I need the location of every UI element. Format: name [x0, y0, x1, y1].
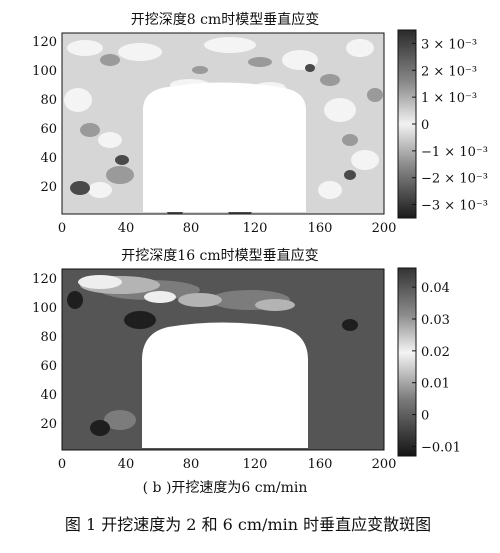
panel2-ytick: 60	[40, 359, 57, 374]
panel1-xtick: 40	[118, 221, 135, 236]
panel2-ytick: 100	[32, 301, 57, 316]
colorbar-tick-label: 0	[421, 118, 429, 133]
panel2-field	[62, 269, 384, 450]
colorbar-tick-label: 0.03	[421, 313, 450, 328]
colorbar-tick-label: −2 × 10⁻³	[421, 172, 488, 187]
panel1-ytick: 40	[40, 151, 57, 166]
colorbar-tick-label: −0.01	[421, 440, 461, 455]
panel1-field	[62, 33, 384, 214]
panel2-ytick: 40	[40, 388, 57, 403]
panel2-ytick: 80	[40, 330, 57, 345]
panel2-xtick: 120	[243, 457, 268, 472]
colorbar-tick-label: 1 × 10⁻³	[421, 91, 477, 106]
colorbar-tick-label: −1 × 10⁻³	[421, 145, 488, 160]
panel1-ytick: 80	[40, 93, 57, 108]
panel2-plot-frame	[61, 268, 385, 451]
panel1-excavation	[143, 82, 306, 212]
panel2-title: 开挖深度16 cm时模型垂直应变	[121, 247, 318, 264]
panel2-ytick: 120	[32, 272, 57, 287]
figure-caption: 图 1 开挖速度为 2 和 6 cm/min 时垂直应变散斑图	[65, 515, 431, 534]
panel2-xtick: 0	[58, 457, 66, 472]
panel1-xtick: 200	[372, 221, 397, 236]
panel1-ytick: 60	[40, 122, 57, 137]
panel1-ytick: 120	[32, 35, 57, 50]
colorbar-tick-label: −3 × 10⁻³	[421, 199, 488, 214]
panel1-ytick: 20	[40, 180, 57, 195]
panel2-xtick: 200	[372, 457, 397, 472]
colorbar-tick-label: 2 × 10⁻³	[421, 64, 477, 79]
panel2-excavation	[142, 322, 308, 448]
panel1-x-ticks: 0 40 80 120 160 200	[58, 221, 397, 236]
panel2-xtick: 80	[183, 457, 200, 472]
panel1-xtick: 80	[183, 221, 200, 236]
panel2-xtick: 40	[118, 457, 135, 472]
panel1-ytick: 100	[32, 64, 57, 79]
panel1-plot-frame	[61, 32, 385, 215]
panel2-xtick: 160	[308, 457, 333, 472]
colorbar-tick-label: 3 × 10⁻³	[421, 37, 477, 52]
panel1-xtick: 120	[243, 221, 268, 236]
panel2-colorbar	[397, 267, 417, 457]
panel2-ytick: 20	[40, 417, 57, 432]
colorbar-tick-label: 0.01	[421, 377, 450, 392]
colorbar-tick-label: 0.02	[421, 345, 450, 360]
panel2-y-ticks: 20 40 60 80 100 120	[32, 272, 57, 432]
panel2-x-ticks: 0 40 80 120 160 200	[58, 457, 397, 472]
panel1-xtick: 160	[308, 221, 333, 236]
colorbar-tick-label: 0	[421, 409, 429, 424]
subfigure-caption: ( b )开挖速度为6 cm/min	[143, 480, 308, 496]
panel1-colorbar-labels: 3 × 10⁻³ 2 × 10⁻³ 1 × 10⁻³ 0 −1 × 10⁻³ −2 × 1…	[412, 37, 488, 214]
panel1-y-ticks: 20 40 60 80 100 120	[32, 35, 57, 195]
panel1-xtick: 0	[58, 221, 66, 236]
panel1-title: 开挖深度8 cm时模型垂直应变	[131, 11, 319, 28]
panel2-colorbar-labels: 0.04 0.03 0.02 0.01 0 −0.01	[412, 281, 461, 455]
colorbar-tick-label: 0.04	[421, 281, 450, 296]
